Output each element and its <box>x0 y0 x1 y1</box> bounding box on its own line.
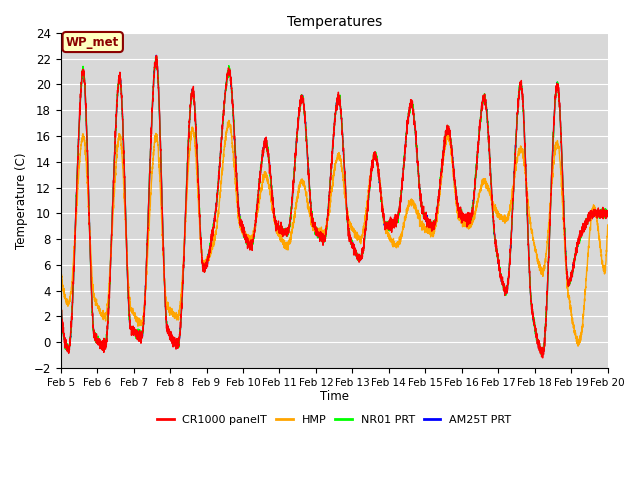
AM25T PRT <box>152 52 160 58</box>
AM25T PRT <box>480 95 488 100</box>
NR01 PRT <box>241 228 248 234</box>
NR01 PRT <box>115 82 122 87</box>
Line: NR01 PRT: NR01 PRT <box>61 57 608 355</box>
NR01 PRT <box>538 352 546 358</box>
Y-axis label: Temperature (C): Temperature (C) <box>15 152 28 249</box>
CR1000 panelT <box>321 233 328 239</box>
X-axis label: Time: Time <box>319 390 349 403</box>
AM25T PRT <box>539 352 547 358</box>
HMP <box>480 180 488 186</box>
Legend: CR1000 panelT, HMP, NR01 PRT, AM25T PRT: CR1000 panelT, HMP, NR01 PRT, AM25T PRT <box>152 410 516 429</box>
AM25T PRT <box>604 210 612 216</box>
AM25T PRT <box>115 80 122 86</box>
NR01 PRT <box>321 235 328 240</box>
HMP <box>57 264 65 270</box>
CR1000 panelT <box>436 186 444 192</box>
Line: CR1000 panelT: CR1000 panelT <box>61 56 608 358</box>
HMP <box>574 343 582 349</box>
Line: AM25T PRT: AM25T PRT <box>61 55 608 355</box>
CR1000 panelT <box>539 355 547 361</box>
AM25T PRT <box>321 237 328 242</box>
NR01 PRT <box>123 244 131 250</box>
HMP <box>604 222 612 228</box>
CR1000 panelT <box>57 300 65 306</box>
HMP <box>241 231 248 237</box>
NR01 PRT <box>436 184 444 190</box>
Text: WP_met: WP_met <box>66 36 120 48</box>
HMP <box>115 134 122 140</box>
CR1000 panelT <box>153 53 161 59</box>
CR1000 panelT <box>115 77 122 83</box>
NR01 PRT <box>152 54 159 60</box>
HMP <box>225 118 233 123</box>
HMP <box>123 246 131 252</box>
CR1000 panelT <box>241 234 248 240</box>
NR01 PRT <box>604 211 612 216</box>
NR01 PRT <box>57 302 65 308</box>
AM25T PRT <box>241 230 248 236</box>
AM25T PRT <box>57 300 65 306</box>
HMP <box>321 229 328 235</box>
Title: Temperatures: Temperatures <box>287 15 382 29</box>
AM25T PRT <box>436 182 444 188</box>
NR01 PRT <box>480 93 488 98</box>
AM25T PRT <box>123 245 131 251</box>
Line: HMP: HMP <box>61 120 608 346</box>
CR1000 panelT <box>604 214 612 219</box>
CR1000 panelT <box>123 246 131 252</box>
CR1000 panelT <box>480 93 488 98</box>
HMP <box>436 192 444 197</box>
